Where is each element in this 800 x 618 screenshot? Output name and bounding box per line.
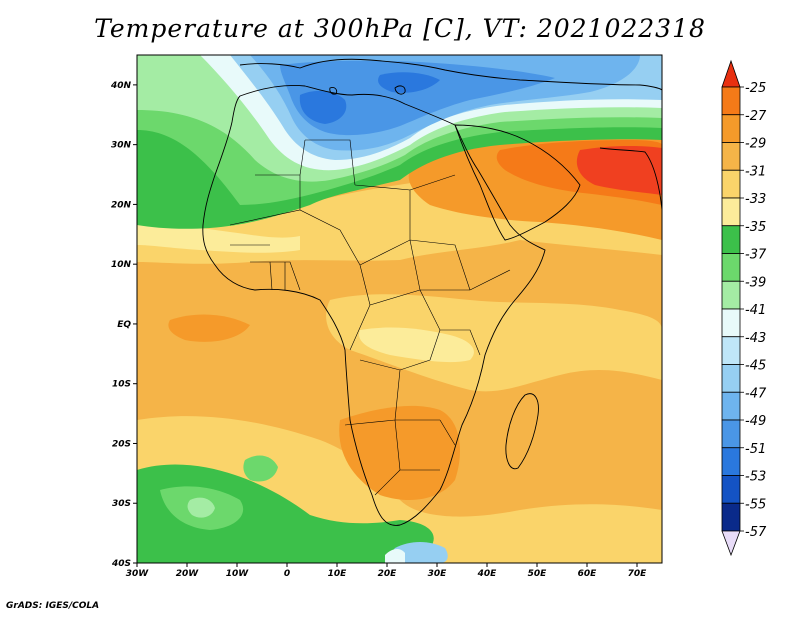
mediterranean-islands [329, 85, 406, 95]
colorbar-swatch [721, 142, 741, 171]
lat-tick-label: 10S [112, 380, 131, 390]
lon-tick-label: 30E [428, 569, 448, 579]
lon-tick-label: 30W [126, 569, 150, 579]
arabian-peninsula [454, 124, 581, 241]
colorbar-label: -49 [745, 414, 766, 429]
temperature-band-pale-cyan-south [385, 549, 405, 563]
map-title: Temperature at 300hPa [C], VT: 202102231… [94, 14, 706, 43]
lat-tick-label: 30S [112, 499, 131, 509]
colorbar-swatch [721, 308, 741, 338]
lat-tick-label: 40N [110, 81, 132, 91]
lon-tick-label: 40E [477, 569, 498, 579]
colorbar-swatch [721, 280, 741, 310]
india-coast [599, 147, 662, 211]
lat-tick-label: 10N [111, 260, 132, 270]
temperature-band-pale-green-south [187, 497, 215, 518]
colorbar-swatch [721, 447, 741, 476]
lon-tick-label: 70E [628, 569, 648, 579]
colorbar-label: -31 [745, 164, 766, 179]
lon-tick-label: 20E [378, 569, 398, 579]
lon-tick-label: 10W [226, 569, 250, 579]
temperature-band-yellow-center [326, 294, 662, 392]
colorbar-swatch [721, 419, 741, 449]
colorbar-label: -29 [745, 137, 766, 152]
temperature-band-red-max [576, 145, 662, 195]
colorbar-label: -41 [745, 303, 766, 318]
temperature-band-orange-south [339, 405, 460, 500]
temperature-band-mid-blue [280, 60, 555, 136]
colorbar-swatch [721, 114, 741, 143]
colorbar-swatch [721, 391, 741, 421]
temperature-band-light-blue-south [392, 542, 448, 563]
colorbar-label: -27 [745, 109, 767, 124]
colorbar-under-triangle [721, 530, 741, 557]
lat-tick-label: 20N [111, 200, 132, 210]
colorbar-over-triangle [721, 59, 741, 88]
lat-tick-label: 30N [111, 141, 132, 151]
colorbar-swatch [721, 253, 741, 282]
temperature-band-light-green-south-2 [243, 455, 278, 482]
lat-tick-label: EQ [117, 320, 131, 330]
country-borders [229, 139, 511, 496]
colorbar-label: -53 [745, 470, 766, 485]
africa-coastline [202, 85, 546, 526]
colorbar-label: -55 [745, 497, 766, 512]
lon-tick-label: 60E [578, 569, 598, 579]
grads-credit: GrADS: IGES/COLA [6, 601, 100, 611]
temperature-band-pale-yellow-2 [359, 327, 474, 363]
temperature-band-orange-west [168, 314, 250, 342]
lon-tick-label: 0 [284, 569, 290, 579]
temperature-band-deep-blue-2 [378, 72, 440, 93]
colorbar-label: -35 [745, 220, 766, 235]
colorbar-label: -45 [745, 359, 766, 374]
latitude-axis: 40N 30N 20N 10N EQ 10S 20S 30S 40S [110, 81, 137, 569]
europe-coast [239, 58, 662, 91]
colorbar-label: -37 [745, 248, 767, 263]
plot-frame [136, 54, 663, 564]
coastlines-and-borders [202, 58, 662, 526]
colorbar-swatch [721, 225, 741, 254]
colorbar-label: -51 [745, 442, 766, 457]
colorbar-swatch [721, 336, 741, 365]
map-plot-area [137, 55, 662, 563]
colorbar-swatch [721, 364, 741, 393]
colorbar-label: -47 [745, 386, 767, 401]
colorbar-label: -43 [745, 331, 766, 346]
colorbar-swatch [721, 86, 741, 116]
longitude-axis: 30W 20W 10W 0 10E 20E 30E 40E 50E 60E 70E [126, 563, 647, 579]
colorbar-label: -57 [745, 525, 767, 540]
lat-tick-label: 20S [112, 439, 131, 449]
lon-tick-label: 50E [528, 569, 548, 579]
lon-tick-label: 20W [176, 569, 200, 579]
colorbar-swatch [721, 475, 741, 504]
lat-tick-label: 40S [111, 559, 131, 569]
temperature-band-pale-yellow [137, 224, 300, 253]
lon-tick-label: 10E [328, 569, 348, 579]
colorbar-swatch [721, 197, 741, 227]
colorbar-label: -25 [745, 81, 766, 96]
colorbar-label: -39 [745, 275, 766, 290]
colorbar-swatch [721, 169, 741, 199]
colorbar-label: -33 [745, 192, 766, 207]
colorbar: -25 -27 -29 -31 -33 -35 -37 -39 -41 -43 -45 -47 -49 -… [721, 59, 767, 557]
temperature-band-deep-blue [299, 90, 347, 124]
colorbar-swatch [721, 502, 741, 532]
madagascar [505, 393, 539, 470]
